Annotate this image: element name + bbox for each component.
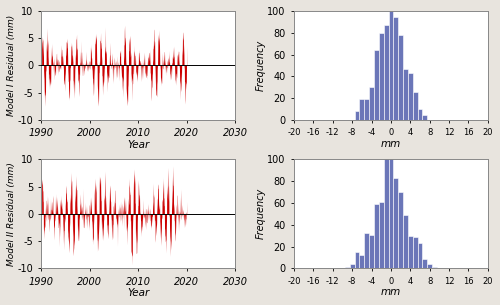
Bar [398,35,403,120]
Bar [422,115,428,120]
Bar [369,235,374,268]
Bar [403,69,408,120]
Bar [379,33,384,120]
Bar [422,259,428,268]
Bar [384,154,388,268]
Bar [360,255,364,268]
Bar [403,215,408,268]
Bar [418,109,422,120]
Y-axis label: Frequency: Frequency [256,40,266,91]
Bar [360,99,364,120]
Y-axis label: Model II Residual (mm): Model II Residual (mm) [7,162,16,266]
Bar [364,233,369,268]
Bar [354,252,360,268]
Bar [374,50,379,120]
Bar [364,99,369,120]
Bar [354,111,360,120]
X-axis label: mm: mm [381,287,401,297]
Bar [418,243,422,268]
Bar [374,204,379,268]
Bar [398,192,403,268]
Bar [379,202,384,268]
Bar [394,178,398,268]
X-axis label: mm: mm [381,139,401,149]
Bar [345,267,350,268]
Bar [394,17,398,120]
Bar [432,267,437,268]
Y-axis label: Model I Residual (mm): Model I Residual (mm) [7,15,16,116]
Bar [408,236,412,268]
X-axis label: Year: Year [127,288,150,298]
Bar [388,0,394,120]
Bar [350,264,354,268]
X-axis label: Year: Year [127,140,150,150]
Bar [412,237,418,268]
Bar [388,157,394,268]
Bar [408,73,412,120]
Bar [428,264,432,268]
Bar [384,25,388,120]
Bar [369,87,374,120]
Y-axis label: Frequency: Frequency [256,188,266,239]
Bar [412,92,418,120]
